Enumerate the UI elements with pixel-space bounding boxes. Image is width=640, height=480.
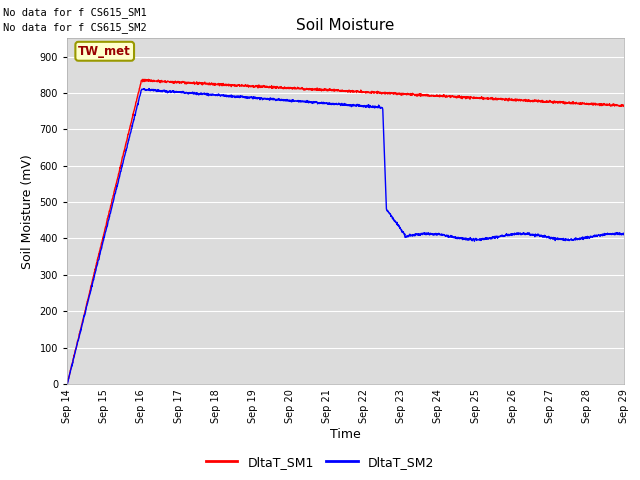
Text: No data for f CS615_SM1: No data for f CS615_SM1	[3, 7, 147, 18]
Y-axis label: Soil Moisture (mV): Soil Moisture (mV)	[21, 154, 34, 269]
Title: Soil Moisture: Soil Moisture	[296, 18, 395, 33]
Text: TW_met: TW_met	[78, 45, 131, 58]
X-axis label: Time: Time	[330, 429, 361, 442]
Legend: DltaT_SM1, DltaT_SM2: DltaT_SM1, DltaT_SM2	[201, 451, 439, 474]
Text: No data for f CS615_SM2: No data for f CS615_SM2	[3, 22, 147, 33]
